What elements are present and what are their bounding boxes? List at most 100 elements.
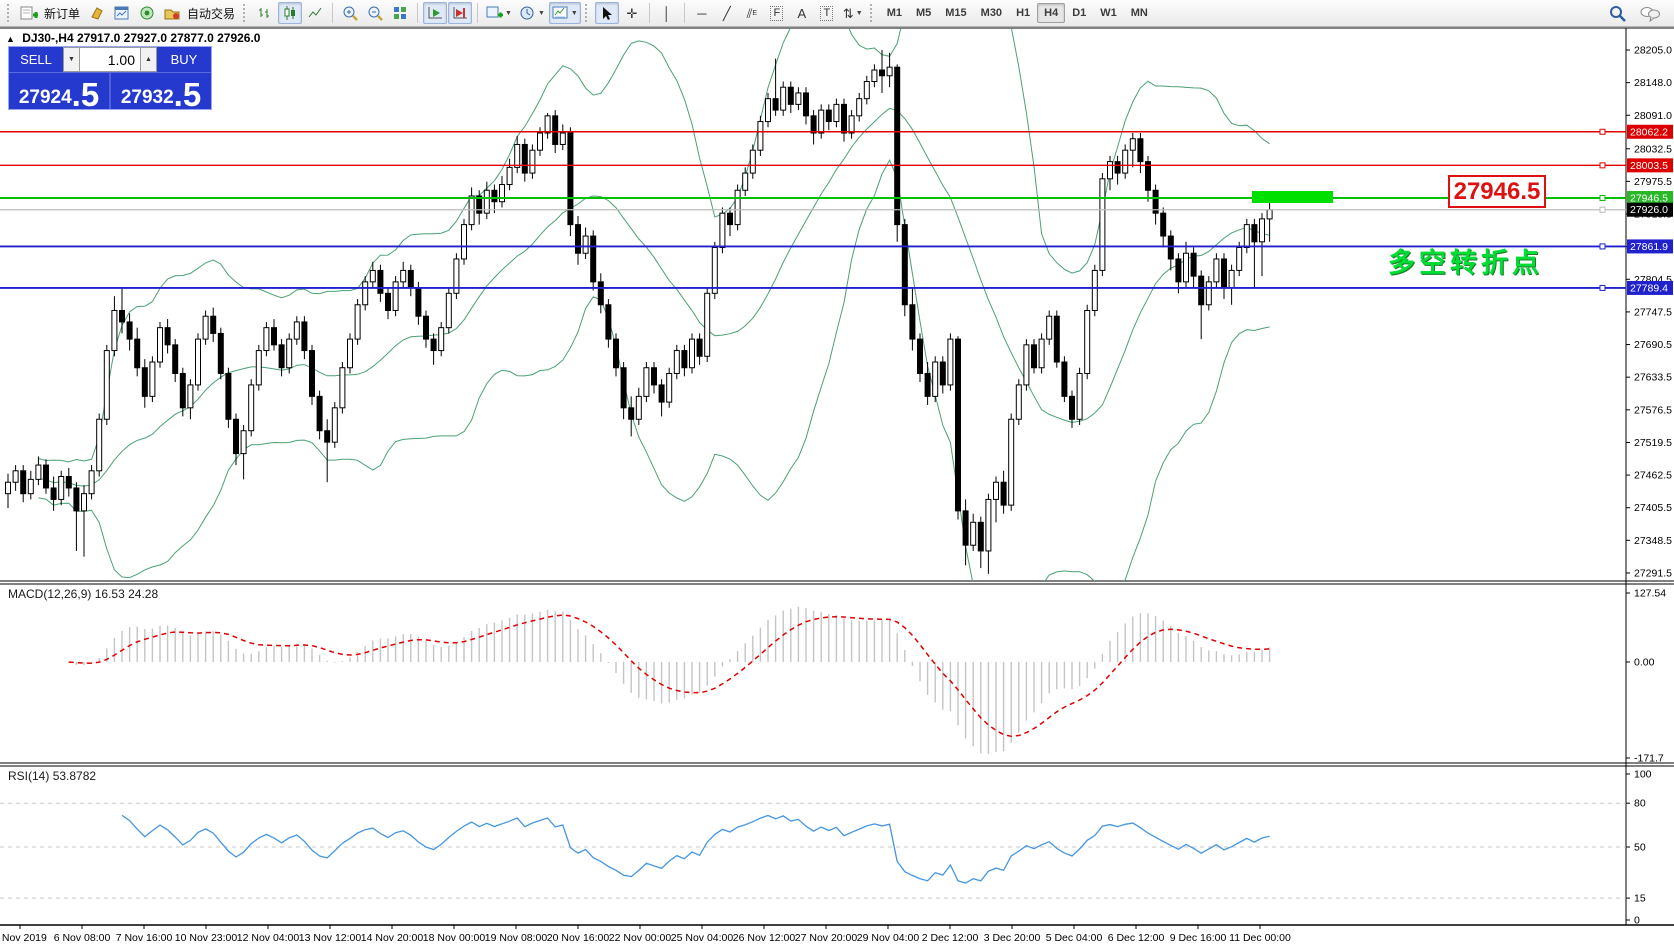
timeframe-w1-button[interactable]: W1 — [1100, 7, 1117, 19]
turning-point-annotation[interactable]: 多空转折点 — [1388, 248, 1543, 278]
candle-bear — [172, 344, 179, 374]
timeframe-m15-button[interactable]: M15 — [945, 7, 967, 19]
auto-trading-button[interactable] — [160, 2, 184, 24]
candle-bull — [1228, 269, 1235, 289]
sell-price[interactable]: 27924 .5 — [9, 73, 109, 113]
volume-input[interactable]: 1.00 — [80, 47, 140, 72]
buy-price-main: 27932 — [120, 87, 174, 108]
candle-bull — [1046, 315, 1053, 340]
period-button[interactable]: ▼ — [516, 2, 548, 24]
data-window-button[interactable] — [110, 2, 134, 24]
candle-bull — [453, 258, 460, 294]
timeframe-mn-button[interactable]: MN — [1130, 7, 1148, 19]
zoom-out-button[interactable] — [363, 2, 387, 24]
tile-windows-icon — [394, 7, 407, 19]
candle-bull — [103, 350, 110, 420]
volume-increase-button[interactable]: ▲ — [140, 47, 157, 72]
candle-bear — [20, 470, 27, 495]
candle-bull — [719, 212, 726, 249]
candle-bull — [666, 372, 673, 403]
candle-bull — [5, 481, 11, 495]
candlestick-button[interactable] — [278, 2, 303, 24]
zoom-in-button[interactable] — [338, 2, 362, 24]
candle-bear — [1221, 258, 1227, 289]
market-watch-button[interactable] — [85, 2, 109, 24]
fibonacci-button[interactable]: F — [765, 2, 789, 24]
text-label-button[interactable]: T — [815, 2, 839, 24]
candle-bear — [385, 292, 391, 311]
timeframe-m5-button[interactable]: M5 — [915, 7, 932, 19]
channel-e-label: E — [752, 9, 758, 17]
search-button[interactable] — [1606, 2, 1630, 24]
macd-name: MACD(12,26,9) — [8, 587, 92, 601]
timeframe-bar: M1 M5 M15 M30 H1 H4 D1 W1 MN — [880, 3, 1155, 23]
volume-decrease-button[interactable]: ▼ — [63, 47, 80, 72]
new-chart-button[interactable]: ▼ — [483, 2, 515, 24]
chevron-down-icon: ▼ — [570, 9, 578, 17]
search-icon — [1610, 5, 1626, 22]
line-chart-button[interactable] — [303, 2, 327, 24]
new-order-label[interactable]: 新订单 — [44, 6, 81, 21]
candle-bull — [293, 321, 300, 340]
arrows-icon: ⇅ — [842, 5, 854, 21]
template-icon — [552, 6, 568, 19]
candle-bull — [12, 470, 19, 483]
candlestick-icon — [284, 6, 296, 20]
auto-trading-label[interactable]: 自动交易 — [187, 6, 236, 21]
sell-price-frac: .5 — [71, 76, 100, 113]
price-tick-label: 27975.5 — [1634, 176, 1672, 188]
trendline-button[interactable]: ╱ — [715, 2, 739, 24]
candle-bear — [787, 86, 794, 105]
candle-bull — [1129, 138, 1136, 151]
horizontal-line-button[interactable]: ─ — [690, 2, 714, 24]
vertical-line-button[interactable]: │ — [655, 2, 679, 24]
buy-price-frac: .5 — [173, 76, 202, 113]
channel-button[interactable]: ⫽ E — [740, 2, 764, 24]
signals-button[interactable] — [135, 2, 159, 24]
toolbar-separator — [648, 3, 650, 23]
candle-bull — [1015, 384, 1022, 420]
time-label: 19 Nov 08:00 — [485, 932, 548, 944]
candle-bull — [704, 292, 711, 357]
candle-bull — [856, 98, 863, 117]
crosshair-icon: ✛ — [626, 5, 638, 21]
timeframe-m30-button[interactable]: M30 — [980, 7, 1003, 19]
candle-bear — [681, 350, 688, 369]
timeframe-h4-button[interactable]: H4 — [1037, 3, 1066, 23]
chat-button[interactable] — [1636, 2, 1664, 24]
candle-bull — [1076, 372, 1083, 420]
candle-bull — [780, 86, 787, 111]
text-button[interactable]: A — [790, 2, 814, 24]
time-label: 20 Nov 16:00 — [547, 932, 610, 944]
candle-bear — [377, 269, 384, 294]
tile-windows-button[interactable] — [388, 2, 412, 24]
candle-bear — [1000, 481, 1007, 506]
price-callout-box[interactable]: 27946.5 — [1448, 175, 1546, 208]
buy-button[interactable]: BUY — [170, 52, 198, 67]
timeframe-h1-button[interactable]: H1 — [1016, 7, 1031, 19]
candle-bull — [392, 281, 399, 311]
buy-price[interactable]: 27932 .5 — [111, 73, 211, 113]
candle-bull — [58, 476, 65, 500]
candle-bear — [126, 321, 133, 340]
timeframe-d1-button[interactable]: D1 — [1072, 7, 1087, 19]
bar-chart-button[interactable] — [253, 2, 277, 24]
chart-shift-button[interactable] — [448, 2, 473, 24]
template-button[interactable]: ▼ — [548, 2, 581, 24]
timeframe-m1-button[interactable]: M1 — [886, 7, 902, 19]
crosshair-button[interactable]: ✛ — [620, 2, 644, 24]
signals-icon — [140, 6, 154, 20]
chart-background — [0, 28, 1674, 926]
candle-bull — [1213, 258, 1220, 283]
auto-scroll-button[interactable] — [423, 2, 448, 24]
sell-button[interactable]: SELL — [20, 52, 52, 67]
candle-bull — [339, 367, 346, 409]
macd-axis-label: 0.00 — [1634, 657, 1655, 669]
collapse-panel-icon[interactable]: ▲ — [6, 34, 15, 44]
new-order-button[interactable] — [17, 2, 41, 24]
candle-bear — [879, 69, 885, 77]
price-tick-label: 28148.0 — [1634, 77, 1672, 89]
cursor-button[interactable] — [594, 2, 619, 24]
arrows-button[interactable]: ⇅ ▼ — [840, 2, 866, 24]
